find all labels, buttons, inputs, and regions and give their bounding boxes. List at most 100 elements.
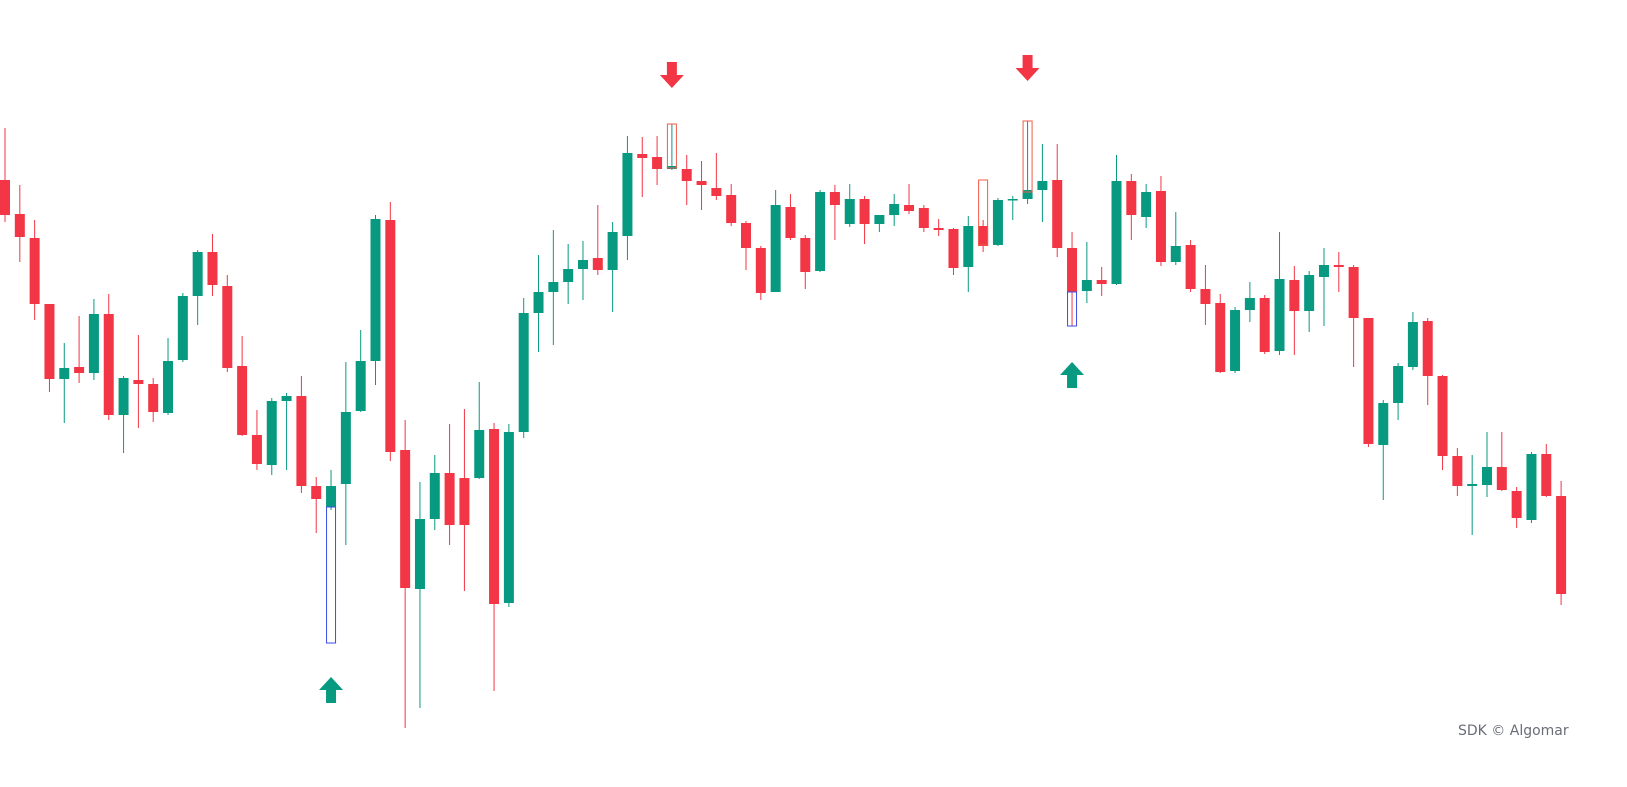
candle-body [1081,280,1092,291]
candle-body [533,292,544,313]
candle-body [177,296,188,360]
candle-body [963,226,974,267]
signal-box [326,506,337,644]
candle-body [1215,303,1226,372]
candle-body [148,384,159,412]
candle-body [1511,491,1522,518]
candle-body [1185,245,1196,289]
candle-body [859,199,870,224]
candle-body [874,215,885,224]
candle-body [355,361,366,411]
candle-body [1407,322,1418,367]
candle-body [14,214,25,237]
candle-body [385,220,396,452]
signal-box [666,123,677,169]
signal-arrow [1060,362,1085,388]
candle-body [1437,376,1448,456]
candle-body [992,200,1003,245]
candle-body [948,229,959,268]
candle-body [652,157,663,169]
candle-body [133,380,144,384]
candle-body [266,401,277,465]
signal-arrow [319,677,344,703]
candle-body [800,238,811,272]
candle-body [563,269,574,282]
candle-body [1155,191,1166,262]
candle-body [281,396,292,401]
candle-body [592,258,603,270]
candle-body [1037,181,1048,190]
candle-body [607,232,618,270]
signal-arrow [1015,55,1040,81]
candle-body [755,248,766,293]
candle-body [1496,467,1507,490]
candle-body [622,153,633,236]
candle-body [474,430,485,478]
signal-box [1067,291,1078,327]
signal-arrow [659,62,684,88]
candle-body [770,205,781,292]
candle-body [577,260,588,269]
candle-body [1393,366,1404,403]
candle-body [741,223,751,248]
candle-body [1274,279,1285,351]
candle-body [918,208,929,228]
candle-body [503,432,514,603]
candle-body [1467,484,1478,486]
candle-body [192,252,203,296]
candle-body [829,192,840,205]
candle-body [44,304,55,379]
candle-body [326,486,337,507]
candle-body [29,238,40,304]
candle-body [978,226,989,246]
candle-body [489,429,500,604]
candle-body [637,154,648,158]
candle-body [518,313,529,432]
candle-body [1052,180,1063,248]
candle-body [103,314,114,415]
candle-body [1007,199,1018,201]
candle-body [711,188,722,196]
candle-body [414,519,425,589]
candle-body [1318,265,1329,277]
candle-body [785,207,796,238]
candle-body [429,473,440,519]
candle-body [1452,456,1463,486]
candle-body [237,366,248,435]
candle-body [1200,289,1211,304]
candle-body [251,435,262,464]
candle-body [548,282,559,292]
candle-body [1422,321,1433,376]
candle-body [370,219,381,361]
candle-body [0,180,10,215]
candle-body [400,450,411,588]
candle-body [1126,181,1137,215]
candle-body [904,205,915,211]
candle-body [1304,275,1315,311]
candle-body [296,396,307,486]
candle-body [59,368,70,379]
candle-body [1348,267,1359,318]
candle-body [1556,496,1567,594]
candle-body [1141,192,1152,217]
candle-body [696,181,707,185]
signal-box [978,179,989,246]
candle-body [118,378,129,415]
candle-body [1170,246,1181,262]
candle-body [1111,181,1122,284]
candle-body [1244,298,1255,310]
candle-body [163,361,174,413]
signal-box [1022,120,1033,193]
candle-body [933,228,944,230]
candle-body [1482,467,1492,485]
candle-body [74,367,85,373]
candle-body [1096,280,1107,284]
candle-body [88,314,99,373]
candle-body [311,486,322,499]
watermark: SDK © Algomar [1458,723,1569,739]
candle-body [340,412,351,484]
candle-body [815,192,826,271]
candle-body [1333,265,1344,267]
